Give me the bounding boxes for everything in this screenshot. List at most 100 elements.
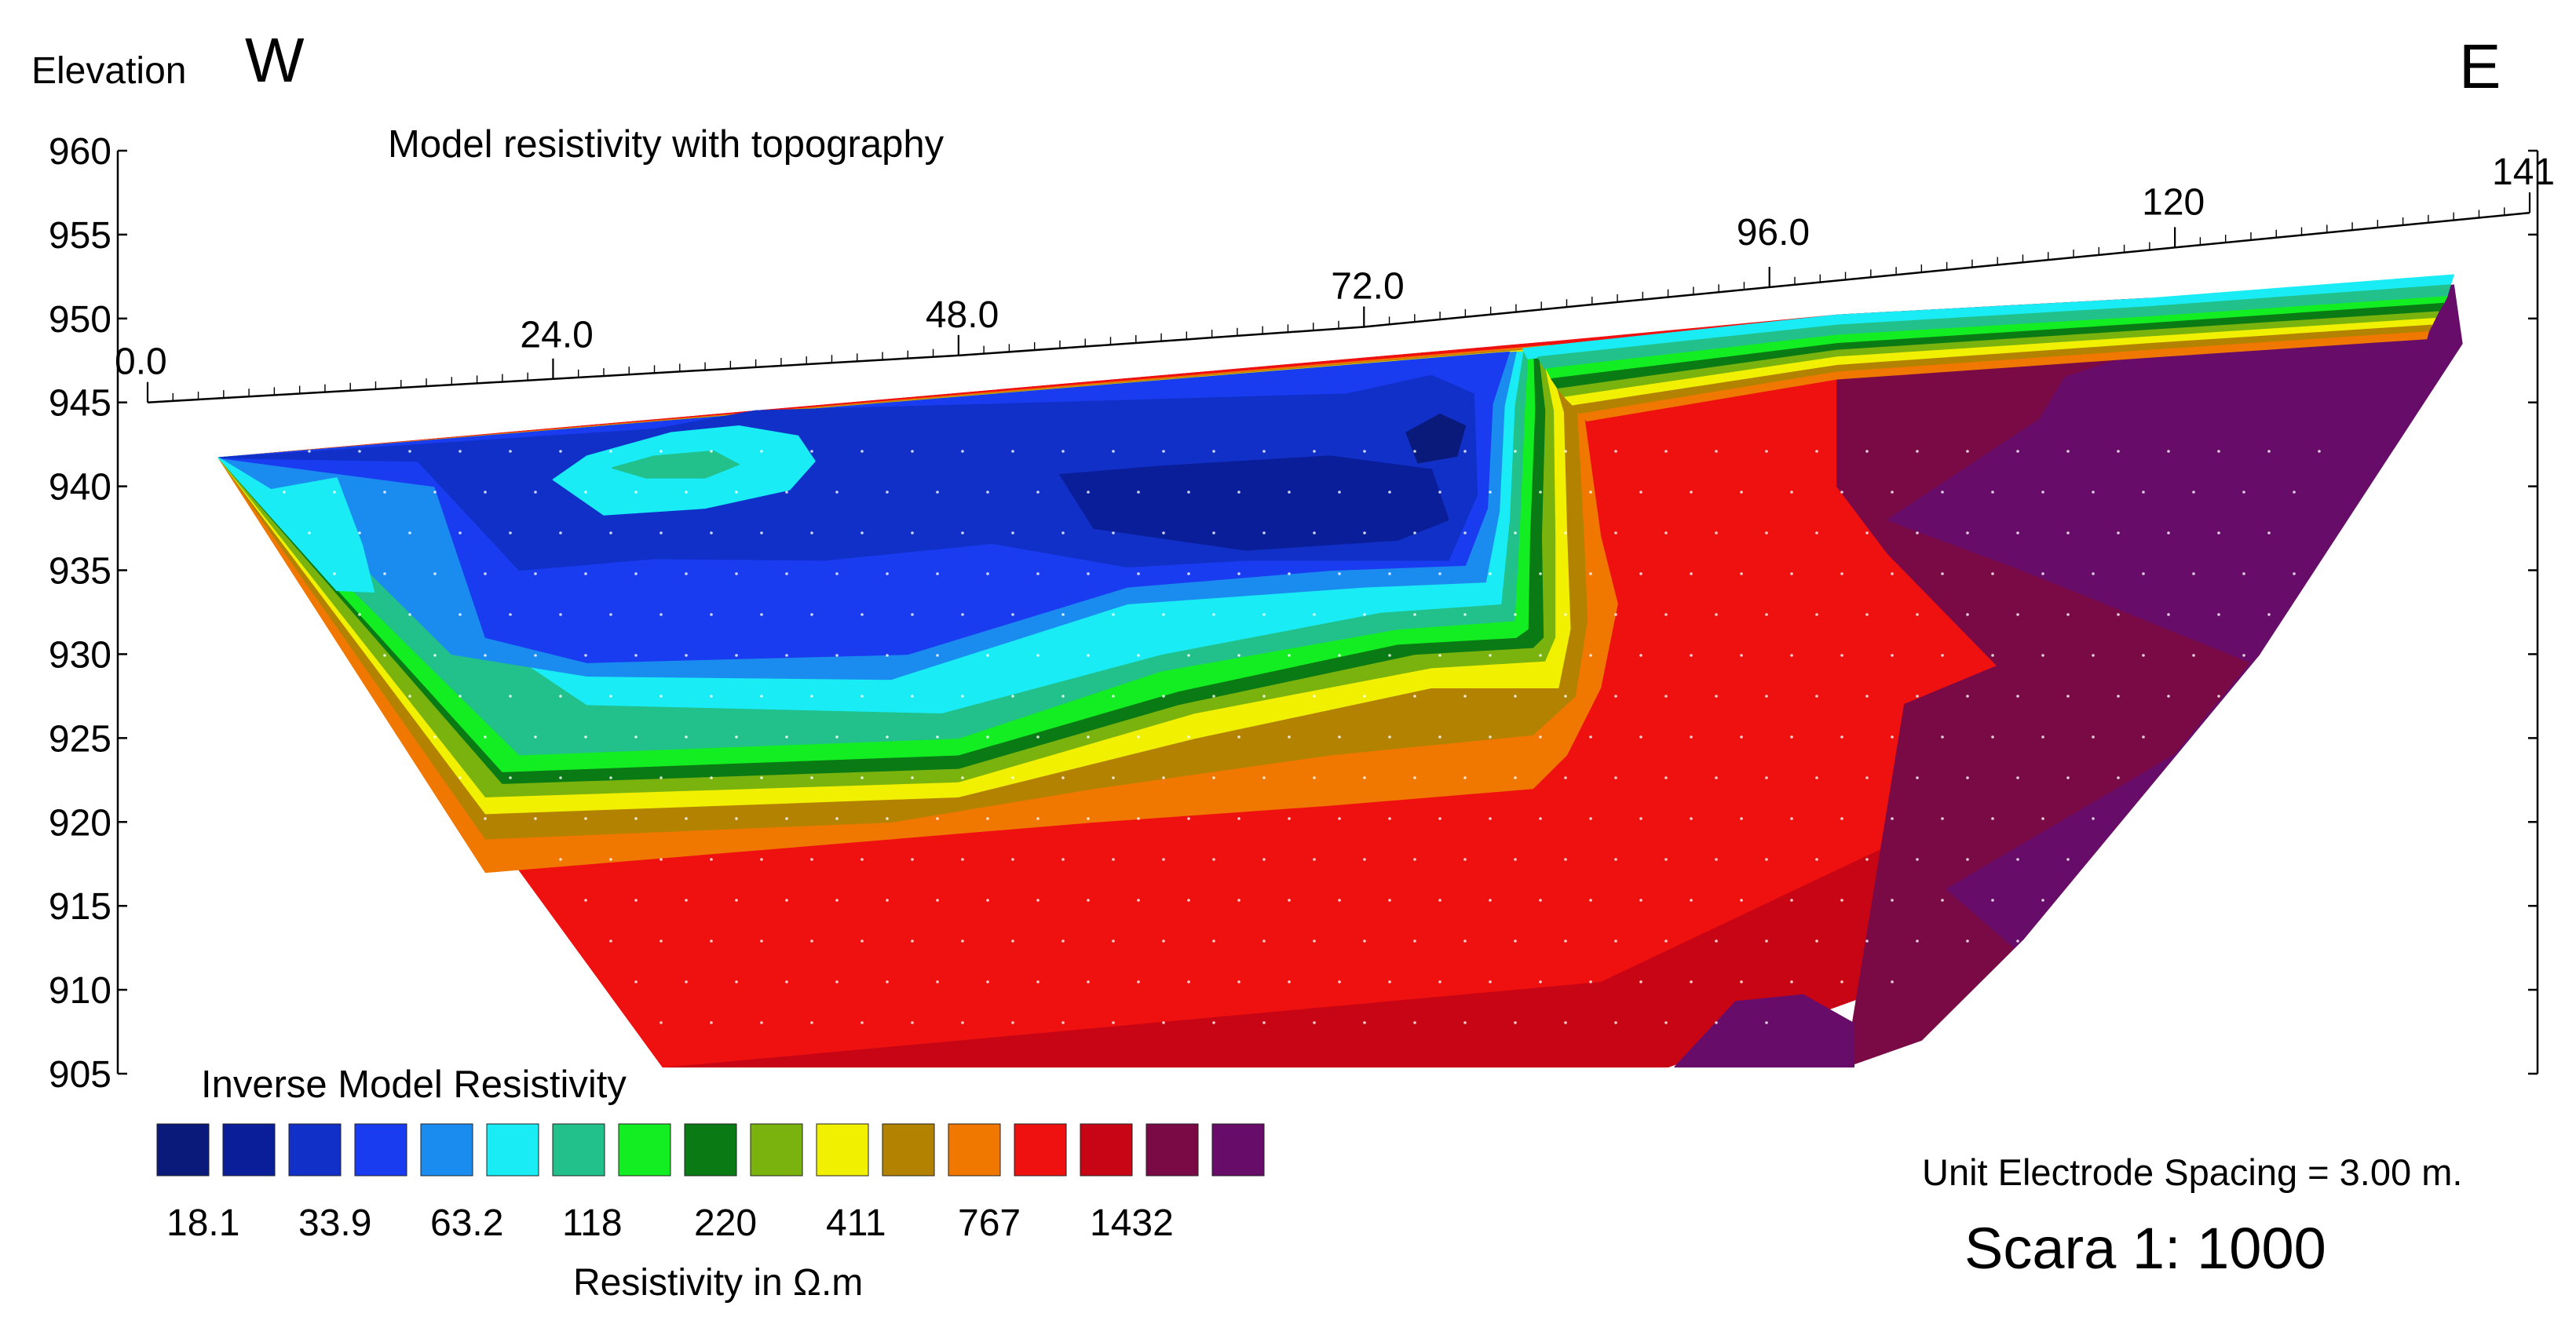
scale-label: Scara 1: 1000 — [1964, 1216, 2326, 1281]
model-cell-dot — [1087, 899, 1090, 902]
elevation-tick-label: 925 — [49, 718, 111, 760]
model-cell-dot — [1061, 450, 1065, 453]
model-cell-dot — [961, 858, 964, 861]
model-cell-dot — [1137, 654, 1140, 657]
model-cell-dot — [1815, 450, 1818, 453]
model-cell-dot — [1137, 491, 1140, 494]
model-cell-dot — [1489, 572, 1492, 575]
model-cell-dot — [1036, 817, 1040, 820]
model-cell-dot — [2041, 654, 2044, 657]
model-cell-dot — [2267, 450, 2271, 453]
model-cell-dot — [735, 817, 738, 820]
model-cell-dot — [509, 450, 512, 453]
legend-swatch — [1080, 1123, 1133, 1177]
model-cell-dot — [1941, 899, 1944, 902]
model-cell-dot — [433, 735, 437, 739]
legend-swatch — [288, 1123, 342, 1177]
model-cell-dot — [308, 450, 311, 453]
model-cell-dot — [559, 531, 562, 534]
model-cell-dot — [1112, 531, 1115, 534]
model-cell-dot — [710, 1021, 713, 1024]
legend-swatch — [420, 1123, 473, 1177]
model-cell-dot — [1966, 450, 1969, 453]
model-cell-dot — [1463, 450, 1467, 453]
model-cell-dot — [1589, 735, 1592, 739]
model-cell-dot — [1112, 695, 1115, 698]
distance-tick-label: 141 — [2492, 151, 2555, 193]
model-cell-dot — [961, 531, 964, 534]
model-cell-dot — [2066, 858, 2070, 861]
model-cell-dot — [1740, 654, 1743, 657]
model-cell-dot — [1740, 735, 1743, 739]
model-cell-dot — [1061, 858, 1065, 861]
model-cell-dot — [760, 939, 763, 943]
model-cell-dot — [1690, 899, 1693, 902]
model-cell-dot — [1262, 450, 1266, 453]
model-cell-dot — [1539, 572, 1542, 575]
model-cell-dot — [1338, 654, 1341, 657]
model-cell-dot — [484, 654, 487, 657]
elevation-tick-label: 945 — [49, 383, 111, 425]
model-cell-dot — [484, 572, 487, 575]
model-cell-dot — [2192, 491, 2195, 494]
model-cell-dot — [1614, 1021, 1617, 1024]
model-cell-dot — [1212, 450, 1215, 453]
model-cell-dot — [1288, 899, 1291, 902]
model-cell-dot — [609, 776, 612, 779]
model-cell-dot — [1237, 654, 1240, 657]
model-cell-dot — [1966, 531, 1969, 534]
model-cell-dot — [1891, 491, 1894, 494]
model-cell-dot — [735, 899, 738, 902]
electrode-spacing-label: Unit Electrode Spacing = 3.00 m. — [1922, 1151, 2462, 1193]
model-cell-dot — [1288, 572, 1291, 575]
model-cell-dot — [1438, 572, 1441, 575]
model-cell-dot — [1564, 695, 1567, 698]
model-cell-dot — [1212, 939, 1215, 943]
elevation-tick-label: 940 — [49, 467, 111, 509]
model-cell-dot — [2117, 450, 2120, 453]
model-cell-dot — [2217, 450, 2220, 453]
model-cell-dot — [2066, 776, 2070, 779]
model-cell-dot — [1891, 735, 1894, 739]
model-cell-dot — [1137, 572, 1140, 575]
model-cell-dot — [1564, 858, 1567, 861]
model-cell-dot — [1162, 1021, 1165, 1024]
model-cell-dot — [1916, 531, 1919, 534]
model-cell-dot — [1262, 695, 1266, 698]
model-cell-dot — [1463, 858, 1467, 861]
model-cell-dot — [1363, 613, 1366, 616]
model-cell-dot — [710, 613, 713, 616]
model-cell-dot — [1338, 980, 1341, 983]
model-cell-dot — [1715, 858, 1718, 861]
model-cell-dot — [1388, 572, 1391, 575]
model-cell-dot — [835, 572, 839, 575]
model-cell-dot — [886, 899, 889, 902]
model-cell-dot — [584, 899, 587, 902]
model-cell-dot — [1061, 613, 1065, 616]
model-cell-dot — [2016, 613, 2019, 616]
model-cell-dot — [2267, 613, 2271, 616]
model-cell-dot — [735, 735, 738, 739]
model-cell-dot — [1564, 450, 1567, 453]
model-cell-dot — [1212, 858, 1215, 861]
model-cell-dot — [835, 980, 839, 983]
model-cell-dot — [1489, 491, 1492, 494]
model-cell-dot — [2041, 491, 2044, 494]
model-cell-dot — [1288, 654, 1291, 657]
model-cell-dot — [986, 654, 989, 657]
model-cell-dot — [1061, 776, 1065, 779]
model-cell-dot — [333, 572, 336, 575]
model-cell-dot — [2217, 531, 2220, 534]
model-cell-dot — [1815, 613, 1818, 616]
model-cell-dot — [1765, 1021, 1768, 1024]
model-cell-dot — [936, 899, 939, 902]
model-cell-dot — [1413, 695, 1416, 698]
legend-swatch — [618, 1123, 671, 1177]
legend-swatch — [1014, 1123, 1067, 1177]
model-cell-dot — [1715, 695, 1718, 698]
model-cell-dot — [1539, 980, 1542, 983]
model-cell-dot — [1011, 858, 1014, 861]
elevation-axis: 960 955 950 945 940 935 930 925 920 915 910 905 — [49, 131, 2539, 1096]
model-cell-dot — [559, 858, 562, 861]
model-cell-dot — [2117, 613, 2120, 616]
